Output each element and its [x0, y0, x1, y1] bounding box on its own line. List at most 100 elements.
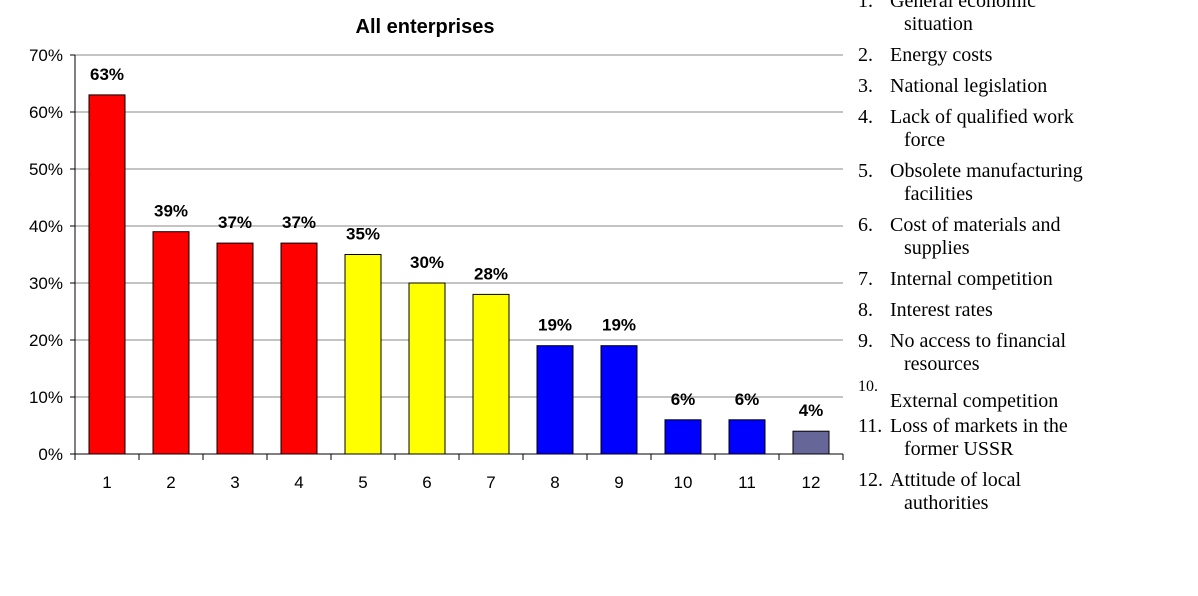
data-label: 37% [282, 213, 316, 232]
bar [728, 419, 766, 455]
legend-item-line: Lack of qualified work [890, 106, 1074, 128]
legend-item-text: Interest rates [890, 299, 1198, 322]
data-label: 4% [799, 401, 824, 420]
legend-item-line: National legislation [890, 75, 1048, 97]
y-tick-label: 30% [29, 274, 63, 293]
legend-item-text: Attitude of local authorities [890, 469, 1198, 515]
legend-item-number: 8. [858, 299, 873, 321]
x-tick-label: 12 [802, 473, 821, 492]
y-tick-label: 0% [38, 445, 63, 464]
bar [344, 254, 382, 455]
legend-item-line: General economic [890, 0, 1037, 12]
legend-item-text: External competition [890, 390, 1198, 413]
legend-item: 1. General economic situation [858, 0, 1198, 36]
legend-item-text: National legislation [890, 75, 1198, 98]
x-tick-label: 3 [230, 473, 239, 492]
legend-item-text: Obsolete manufacturing facilities [890, 160, 1198, 206]
legend-item-text: No access to financial resources [890, 330, 1198, 376]
legend-item-line: Internal competition [890, 268, 1053, 290]
y-tick-label: 40% [29, 217, 63, 236]
legend-item-number: 12. [858, 469, 883, 491]
x-tick-label: 6 [422, 473, 431, 492]
legend-item-number: 6. [858, 214, 873, 236]
data-label: 37% [218, 213, 252, 232]
legend-item-text: Cost of materials and supplies [890, 214, 1198, 260]
legend-item-text: General economic situation [890, 0, 1198, 36]
legend-item-text: Energy costs [890, 44, 1198, 67]
legend-item-line: Interest rates [890, 299, 993, 321]
legend-item-line: Loss of markets in the [890, 415, 1068, 437]
bar [152, 231, 190, 455]
legend-item: 4. Lack of qualified work force [858, 106, 1198, 152]
legend-item-line: situation [904, 13, 973, 35]
legend-item-text: Loss of markets in the former USSR [890, 415, 1198, 461]
bar [408, 282, 446, 455]
legend-item: 11. Loss of markets in the former USSR [858, 415, 1198, 461]
legend-item-line: Energy costs [890, 44, 993, 66]
legend-item-number: 5. [858, 160, 873, 182]
legend-item: 9. No access to financial resources [858, 330, 1198, 376]
data-label: 35% [346, 225, 380, 244]
bar [216, 242, 254, 455]
data-label: 39% [154, 202, 188, 221]
bar-chart: All enterprises 63%39%37% 37%35%30%28%19%… [29, 16, 844, 492]
x-axis-ticks: 1 2 3 4 5 6 7 8 9 10 11 12 [74, 454, 844, 492]
legend-item: 6. Cost of materials and supplies [858, 214, 1198, 260]
data-labels: 63% 39% 37% 37% 35% 30% 28% 19% 19% 6% 6% 4% [90, 65, 823, 420]
legend: 1. General economic situation 2. Energy cost… [858, 0, 1198, 523]
legend-item-number: 2. [858, 44, 873, 66]
x-tick-label: 1 [102, 473, 111, 492]
legend-item-text: Lack of qualified work force [890, 106, 1198, 152]
legend-item-line: Attitude of local [890, 469, 1022, 491]
legend-item-number: 9. [858, 330, 873, 352]
legend-item-line: No access to financial [890, 330, 1067, 352]
gridlines [75, 54, 843, 398]
legend-item-number: 1. [858, 0, 873, 12]
x-tick-label: 5 [358, 473, 367, 492]
y-tick-label: 70% [29, 46, 63, 65]
y-tick-label: 50% [29, 160, 63, 179]
chart-title: All enterprises [356, 16, 495, 38]
legend-item-line: Obsolete manufacturing [890, 160, 1083, 182]
legend-item-number: 7. [858, 268, 873, 290]
x-tick-label: 11 [738, 473, 756, 492]
legend-item-number: 3. [858, 75, 873, 97]
x-tick-label: 9 [614, 473, 623, 492]
legend-item: 5. Obsolete manufacturing facilities [858, 160, 1198, 206]
data-label: 28% [474, 264, 508, 283]
bar [88, 94, 126, 455]
legend-item-line: Cost of materials and [890, 214, 1061, 236]
data-label: 6% [735, 390, 760, 409]
x-tick-label: 4 [294, 473, 303, 492]
legend-item: 12. Attitude of local authorities [858, 469, 1198, 515]
x-tick-label: 2 [166, 473, 175, 492]
y-tick-label: 20% [29, 331, 63, 350]
data-label: 30% [410, 253, 444, 272]
legend-item-line: External competition [890, 390, 1059, 412]
legend-item-number: 4. [858, 106, 873, 128]
legend-item: 3. National legislation [858, 75, 1198, 98]
legend-item-text: Internal competition [890, 268, 1198, 291]
y-tick-label: 60% [29, 103, 63, 122]
legend-item-line: resources [904, 353, 980, 375]
bar [792, 430, 830, 455]
bar [536, 345, 574, 455]
legend-item: 7. Internal competition [858, 268, 1198, 291]
legend-item-number: 10. [858, 378, 878, 395]
legend-item-line: authorities [904, 492, 989, 514]
data-label: 19% [602, 316, 636, 335]
bar [472, 293, 510, 455]
data-label: 6% [671, 390, 696, 409]
legend-item: 8. Interest rates [858, 299, 1198, 322]
data-label: 63% [90, 65, 124, 84]
x-tick-label: 7 [486, 473, 495, 492]
legend-item-number: 11. [858, 415, 883, 437]
bar [664, 419, 702, 455]
bar [280, 242, 318, 455]
y-axis-ticks: 0% 10% 20% 30% 40% 50% 60% 70% [29, 46, 75, 464]
data-label: 19% [538, 316, 572, 335]
legend-item-line: force [904, 129, 946, 151]
legend-item: 2. Energy costs [858, 44, 1198, 67]
bars [88, 94, 830, 455]
legend-item: 10. External competition [858, 378, 1198, 412]
